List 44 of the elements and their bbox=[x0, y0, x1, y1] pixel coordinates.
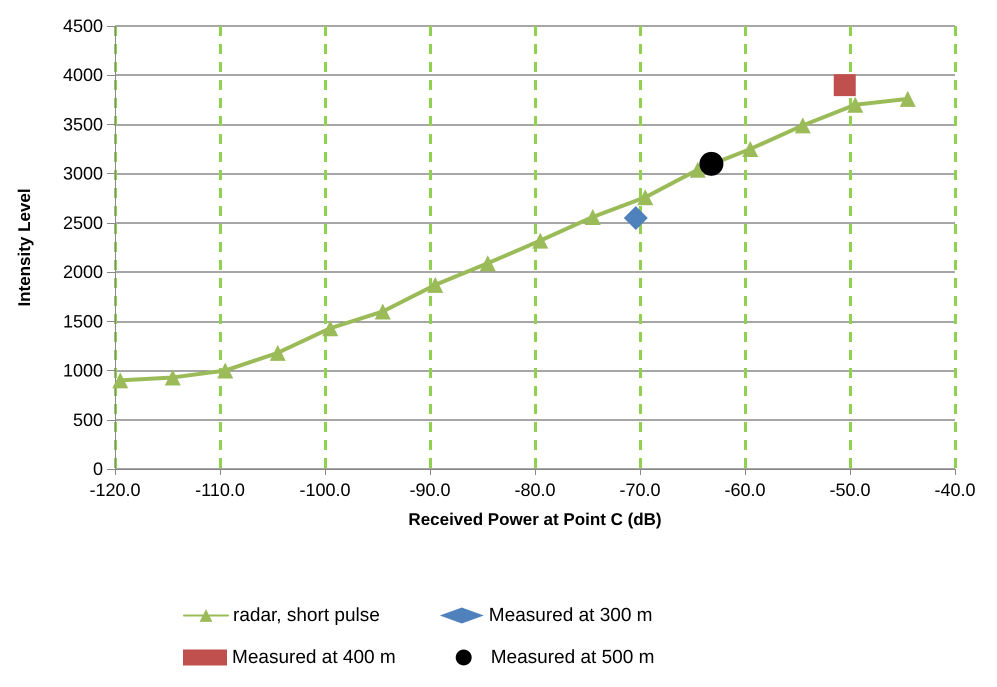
x-tick-label: -120.0 bbox=[89, 480, 141, 500]
y-tick-label: 4000 bbox=[62, 65, 103, 86]
point bbox=[164, 369, 181, 386]
point bbox=[699, 152, 724, 176]
point bbox=[834, 74, 856, 96]
x-tick-label: -60.0 bbox=[724, 480, 766, 500]
y-tick-label: 0 bbox=[92, 459, 103, 479]
legend-label: Measured at 400 m bbox=[232, 647, 396, 668]
x-tick-label: -110.0 bbox=[195, 480, 245, 500]
point bbox=[480, 255, 496, 272]
point bbox=[690, 162, 706, 178]
point bbox=[532, 232, 548, 249]
y-tick-label: 2500 bbox=[62, 212, 103, 233]
point bbox=[900, 90, 916, 107]
point bbox=[794, 117, 811, 134]
y-tick-label: 3000 bbox=[62, 164, 103, 184]
point bbox=[270, 344, 286, 361]
x-tick-label: -90.0 bbox=[409, 480, 451, 500]
x-tick-label: -50.0 bbox=[829, 480, 871, 500]
y-tick-label: 2000 bbox=[62, 262, 103, 282]
x-tick-label: -40.0 bbox=[934, 480, 976, 500]
point bbox=[584, 208, 601, 225]
y-tick-label: 500 bbox=[72, 410, 103, 430]
point bbox=[847, 96, 864, 113]
x-tick-label: -80.0 bbox=[514, 480, 556, 500]
point bbox=[112, 372, 128, 388]
y-tick-label: 1000 bbox=[62, 360, 103, 381]
point bbox=[427, 276, 444, 293]
y-tick-label: 3500 bbox=[62, 114, 103, 134]
point bbox=[637, 189, 654, 206]
point bbox=[217, 362, 234, 379]
point bbox=[322, 320, 338, 336]
legend-label: radar, short pulse bbox=[233, 605, 380, 626]
x-tick-label: -100.0 bbox=[299, 480, 351, 500]
x-axis-title: Received Power at Point C (dB) bbox=[408, 510, 662, 529]
point bbox=[624, 206, 648, 230]
y-axis-title: Intensity Level bbox=[15, 188, 34, 307]
y-tick-label: 4500 bbox=[62, 16, 103, 36]
legend-label: Measured at 500 m bbox=[490, 647, 654, 668]
point bbox=[374, 303, 391, 320]
point bbox=[742, 141, 758, 158]
legend-label: Measured at 300 m bbox=[488, 605, 653, 626]
x-tick-label: -70.0 bbox=[619, 480, 661, 500]
y-tick-label: 1500 bbox=[62, 311, 103, 332]
